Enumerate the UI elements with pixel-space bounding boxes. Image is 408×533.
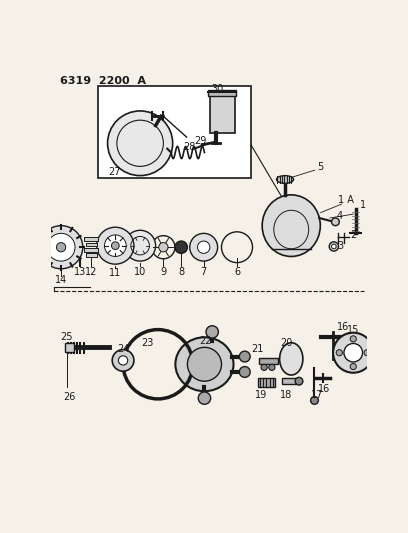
Text: 29: 29 [194, 136, 207, 146]
Text: 6319  2200  A: 6319 2200 A [60, 76, 146, 86]
Text: 8: 8 [178, 267, 184, 277]
Circle shape [350, 336, 356, 342]
Text: 15: 15 [347, 325, 359, 335]
Circle shape [190, 233, 217, 261]
Text: 27: 27 [108, 167, 121, 177]
Text: 23: 23 [142, 338, 154, 349]
Text: 7: 7 [201, 267, 207, 277]
Circle shape [111, 242, 119, 249]
Text: 28: 28 [183, 142, 195, 152]
Circle shape [206, 326, 218, 338]
Circle shape [47, 233, 75, 261]
Circle shape [104, 235, 126, 256]
Text: 21: 21 [252, 344, 264, 354]
Circle shape [112, 350, 134, 371]
Text: 2: 2 [350, 230, 356, 240]
Circle shape [332, 218, 339, 225]
Circle shape [239, 351, 250, 362]
Bar [84, 237, 98, 241]
Text: 30: 30 [211, 84, 224, 94]
Text: 20: 20 [280, 338, 293, 349]
Text: 18: 18 [280, 390, 292, 400]
Text: 22: 22 [200, 336, 212, 346]
Circle shape [77, 244, 83, 251]
Circle shape [350, 364, 356, 370]
Text: 17: 17 [311, 390, 324, 400]
Circle shape [118, 356, 128, 365]
Circle shape [197, 241, 210, 253]
Bar [259, 358, 278, 364]
Circle shape [261, 364, 267, 370]
Circle shape [198, 392, 211, 405]
Circle shape [344, 343, 363, 362]
Text: 12: 12 [85, 267, 98, 277]
Bar [98, 85, 251, 178]
Text: 26: 26 [63, 392, 76, 401]
Text: 9: 9 [160, 267, 166, 277]
Bar [86, 253, 97, 257]
Circle shape [175, 241, 187, 253]
Circle shape [97, 227, 134, 264]
Bar [258, 378, 275, 387]
Text: 10: 10 [134, 267, 146, 277]
Circle shape [159, 243, 168, 252]
Circle shape [295, 377, 303, 385]
Bar [86, 243, 97, 246]
Text: 14: 14 [55, 274, 67, 285]
Circle shape [310, 397, 318, 405]
Ellipse shape [277, 175, 294, 183]
Circle shape [108, 111, 173, 175]
Text: 3: 3 [338, 241, 344, 252]
Text: 25: 25 [60, 332, 73, 342]
Ellipse shape [175, 337, 233, 391]
Circle shape [332, 244, 336, 249]
Text: 1 A: 1 A [338, 195, 354, 205]
Ellipse shape [262, 195, 320, 256]
Text: 16: 16 [318, 384, 330, 394]
Circle shape [40, 225, 83, 269]
Circle shape [269, 364, 275, 370]
Text: 13: 13 [73, 267, 86, 277]
Bar [208, 90, 236, 96]
Bar [282, 378, 296, 384]
Text: 5: 5 [317, 162, 324, 172]
Circle shape [333, 333, 373, 373]
Bar [84, 248, 98, 252]
Circle shape [124, 230, 155, 261]
Circle shape [329, 242, 339, 251]
Circle shape [364, 350, 370, 356]
Ellipse shape [279, 343, 303, 375]
Text: 19: 19 [255, 390, 267, 400]
Circle shape [56, 243, 66, 252]
Text: 4: 4 [336, 212, 342, 221]
Circle shape [239, 367, 250, 377]
Text: 1: 1 [360, 200, 366, 210]
Bar [65, 343, 74, 352]
Text: 16: 16 [337, 322, 349, 332]
Circle shape [336, 350, 342, 356]
Text: 24: 24 [117, 344, 129, 354]
Text: 6: 6 [234, 267, 240, 277]
Text: 11: 11 [109, 269, 122, 278]
Bar [210, 93, 235, 133]
Circle shape [187, 348, 222, 381]
